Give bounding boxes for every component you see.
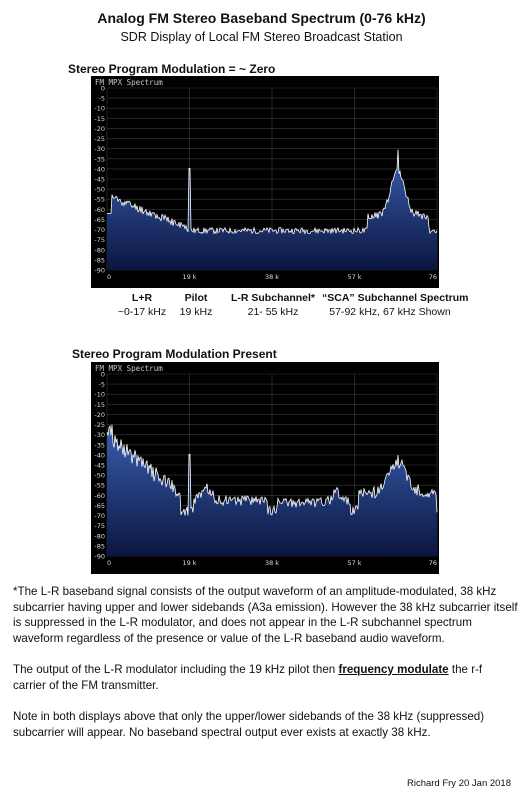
- y-tick-label: -5: [99, 95, 105, 103]
- y-tick-label: -80: [94, 532, 105, 540]
- page-title: Analog FM Stereo Baseband Spectrum (0-76…: [97, 10, 426, 26]
- y-tick-label: -45: [94, 176, 105, 184]
- spectrum-fill: [107, 149, 437, 270]
- x-tick-label: 0: [107, 273, 111, 281]
- y-tick-label: -75: [94, 522, 105, 530]
- y-tick-label: -20: [94, 125, 105, 133]
- x-tick-label: 57 k: [347, 559, 361, 567]
- y-tick-label: -85: [94, 256, 105, 264]
- spectrum-svg-2: FM MPX Spectrum0-5-10-15-20-25-30-35-40-…: [91, 362, 439, 574]
- y-tick-label: -80: [94, 246, 105, 254]
- y-tick-label: -35: [94, 441, 105, 449]
- y-tick-label: 0: [101, 85, 105, 93]
- y-tick-label: -55: [94, 482, 105, 490]
- note-paragraph-1: *The L-R baseband signal consists of the…: [13, 585, 518, 645]
- y-tick-label: -45: [94, 462, 105, 470]
- band-label-pilot: Pilot 19 kHz: [174, 292, 218, 318]
- y-tick-label: -10: [94, 391, 105, 399]
- y-tick-label: -15: [94, 115, 105, 123]
- frequency-modulate-emphasis: frequency modulate: [338, 663, 449, 676]
- y-tick-label: -90: [94, 267, 105, 275]
- y-tick-label: -30: [94, 431, 105, 439]
- spectrum-display-1: FM MPX Spectrum 0 -5 -10 -15 -20 -25 -30 -35 -40-…: [91, 76, 439, 288]
- author-credit: Richard Fry 20 Jan 2018: [406, 778, 511, 789]
- y-tick-label: -50: [94, 186, 105, 194]
- y-tick-label: -30: [94, 145, 105, 153]
- y-tick-label: -60: [94, 492, 105, 500]
- y-tick-label: -40: [94, 165, 105, 173]
- x-tick-label: 76: [429, 273, 437, 281]
- y-tick-label: -50: [94, 472, 105, 480]
- page-subtitle: SDR Display of Local FM Stereo Broadcast…: [120, 30, 403, 44]
- y-tick-label: -85: [94, 542, 105, 550]
- y-tick-label: -90: [94, 553, 105, 561]
- band-range: 57-92 kHz, 67 kHz Shown: [329, 306, 451, 318]
- spectrum-display-2: FM MPX Spectrum 0 -5 -10 -15 -20 -25 -30 -35 -40-…: [91, 362, 439, 574]
- y-tick-label: -70: [94, 512, 105, 520]
- y-tick-label: -55: [94, 196, 105, 204]
- band-name: L-R Subchannel*: [230, 292, 315, 304]
- band-name: Pilot: [184, 292, 208, 304]
- y-tick-label: -60: [94, 206, 105, 214]
- spectrum-trace: [106, 424, 438, 516]
- y-tick-label: -65: [94, 502, 105, 510]
- x-tick-label: 19 k: [182, 559, 196, 567]
- y-tick-label: -40: [94, 451, 105, 459]
- spectrum-svg-1: FM MPX Spectrum0-5-10-15-20-25-30-35-40-…: [91, 76, 439, 288]
- band-name: L+R: [131, 292, 153, 304]
- note-paragraph-3: Note in both displays above that only th…: [13, 710, 485, 739]
- band-label-lr-sum: L+R ~0-17 kHz: [112, 292, 172, 318]
- explanatory-notes: *The L-R baseband signal consists of the…: [13, 584, 518, 756]
- x-tick-label: 57 k: [347, 273, 361, 281]
- y-tick-label: -15: [94, 401, 105, 409]
- band-range: ~0-17 kHz: [117, 306, 167, 318]
- band-labels: L+R ~0-17 kHz Pilot 19 kHz L-R Subchanne…: [0, 292, 523, 322]
- note-2-text-a: The output of the L-R modulator includin…: [13, 663, 339, 676]
- band-range: 21- 55 kHz: [247, 306, 299, 318]
- spectrum-trace: [107, 149, 438, 235]
- spectrum-fill: [107, 424, 437, 556]
- y-tick-label: -20: [94, 411, 105, 419]
- window-label: FM MPX Spectrum: [95, 78, 163, 87]
- x-tick-label: 0: [107, 559, 111, 567]
- band-label-sca: “SCA” Subchannel Spectrum 57-92 kHz, 67 …: [322, 292, 469, 318]
- y-tick-label: 0: [101, 371, 105, 379]
- x-tick-label: 38 k: [265, 273, 279, 281]
- note-paragraph-2: The output of the L-R modulator includin…: [13, 662, 518, 693]
- panel-1-heading: Stereo Program Modulation = ~ Zero: [68, 62, 276, 76]
- band-name: “SCA” Subchannel Spectrum: [322, 292, 469, 304]
- x-tick-label: 76: [429, 559, 437, 567]
- x-tick-label: 19 k: [182, 273, 196, 281]
- band-label-lr-diff: L-R Subchannel* 21- 55 kHz: [228, 292, 318, 318]
- y-tick-label: -35: [94, 155, 105, 163]
- y-tick-label: -5: [99, 381, 105, 389]
- band-range: 19 kHz: [179, 306, 213, 318]
- y-tick-label: -10: [94, 105, 105, 113]
- y-tick-label: -75: [94, 236, 105, 244]
- y-tick-label: -70: [94, 226, 105, 234]
- y-tick-label: -25: [94, 421, 105, 429]
- note-2-text-b: the r-f carrier of the FM transmitter.: [13, 663, 483, 692]
- y-tick-label: -65: [94, 216, 105, 224]
- y-tick-label: -25: [94, 135, 105, 143]
- panel-2-heading: Stereo Program Modulation Present: [72, 347, 277, 361]
- window-label: FM MPX Spectrum: [95, 364, 163, 373]
- x-tick-label: 38 k: [265, 559, 279, 567]
